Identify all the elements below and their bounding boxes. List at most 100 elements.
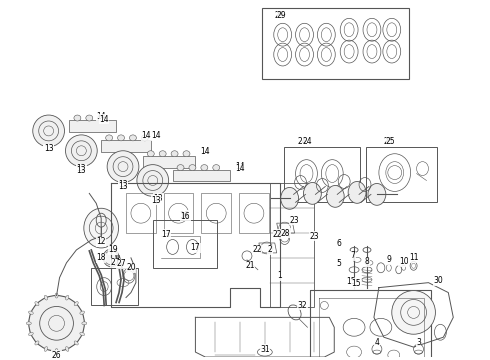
Ellipse shape <box>28 311 33 314</box>
Text: 3: 3 <box>416 338 421 347</box>
Text: 21: 21 <box>245 261 255 270</box>
Ellipse shape <box>55 293 58 298</box>
Text: 22: 22 <box>273 230 282 239</box>
Ellipse shape <box>82 322 87 325</box>
Text: 14: 14 <box>99 114 109 123</box>
Text: 13: 13 <box>118 180 128 189</box>
Ellipse shape <box>26 322 31 325</box>
Text: 26: 26 <box>52 351 61 360</box>
Text: 14: 14 <box>141 131 150 140</box>
Text: 14: 14 <box>200 147 210 156</box>
Ellipse shape <box>171 151 178 157</box>
Ellipse shape <box>147 151 154 157</box>
Circle shape <box>392 291 436 334</box>
Text: 18: 18 <box>97 253 106 262</box>
Circle shape <box>137 165 169 196</box>
Text: 16: 16 <box>180 211 189 220</box>
Text: 16: 16 <box>181 212 190 221</box>
Bar <box>239 193 269 233</box>
Bar <box>164 193 194 233</box>
Ellipse shape <box>28 332 33 336</box>
Ellipse shape <box>74 115 81 121</box>
Circle shape <box>107 151 139 183</box>
Text: 14: 14 <box>151 131 161 140</box>
Text: 24: 24 <box>298 137 307 146</box>
Bar <box>70 120 116 132</box>
Text: 13: 13 <box>118 182 128 191</box>
Text: 19: 19 <box>108 246 118 255</box>
Text: 13: 13 <box>76 166 86 175</box>
Ellipse shape <box>141 135 148 141</box>
Ellipse shape <box>55 348 58 354</box>
Circle shape <box>33 115 65 147</box>
Text: 2: 2 <box>268 246 272 255</box>
Bar <box>366 147 438 202</box>
Text: 13: 13 <box>44 144 53 153</box>
Ellipse shape <box>98 115 105 121</box>
Ellipse shape <box>44 347 48 351</box>
Text: 23: 23 <box>290 216 299 225</box>
Text: 7: 7 <box>351 251 356 260</box>
Bar <box>262 8 409 79</box>
Ellipse shape <box>348 181 366 203</box>
Ellipse shape <box>66 347 69 351</box>
Ellipse shape <box>84 208 119 248</box>
Text: 13: 13 <box>44 144 53 153</box>
Ellipse shape <box>281 188 298 209</box>
Text: 25: 25 <box>384 137 393 146</box>
Ellipse shape <box>183 151 190 157</box>
Text: 31: 31 <box>260 345 270 354</box>
Ellipse shape <box>303 183 321 204</box>
Text: 13: 13 <box>76 164 86 173</box>
Text: 14: 14 <box>97 112 106 121</box>
Ellipse shape <box>103 249 119 267</box>
Bar <box>101 140 151 152</box>
Text: 27: 27 <box>110 258 120 267</box>
Text: 15: 15 <box>351 279 361 288</box>
Text: 27: 27 <box>116 259 126 268</box>
Ellipse shape <box>86 115 93 121</box>
Ellipse shape <box>44 295 48 300</box>
Text: 4: 4 <box>374 338 379 347</box>
Text: 32: 32 <box>298 301 307 310</box>
Ellipse shape <box>35 341 39 345</box>
Ellipse shape <box>129 135 136 141</box>
Text: 10: 10 <box>399 257 409 266</box>
Ellipse shape <box>201 165 208 171</box>
Text: 20: 20 <box>126 263 136 272</box>
Text: 13: 13 <box>151 196 161 205</box>
Ellipse shape <box>66 295 69 300</box>
Ellipse shape <box>213 165 220 171</box>
Ellipse shape <box>80 332 85 336</box>
Ellipse shape <box>106 135 113 141</box>
Text: 11: 11 <box>409 253 418 262</box>
Circle shape <box>29 296 84 351</box>
Ellipse shape <box>159 151 166 157</box>
Text: 9: 9 <box>387 255 391 264</box>
Text: 24: 24 <box>303 137 312 146</box>
Text: 23: 23 <box>310 231 319 240</box>
Bar <box>153 220 217 268</box>
Text: 12: 12 <box>97 238 106 247</box>
Text: 14: 14 <box>235 162 245 171</box>
Text: 5: 5 <box>337 259 342 268</box>
Bar <box>126 193 156 233</box>
Text: 29: 29 <box>275 12 285 21</box>
Bar <box>284 147 360 202</box>
Ellipse shape <box>74 302 78 306</box>
Bar <box>201 193 231 233</box>
Circle shape <box>66 135 97 167</box>
Ellipse shape <box>80 311 85 314</box>
Bar <box>270 184 315 307</box>
Ellipse shape <box>35 302 39 306</box>
Text: 8: 8 <box>365 257 369 266</box>
Text: 17: 17 <box>191 243 200 252</box>
Text: 25: 25 <box>386 137 395 146</box>
Text: 28: 28 <box>281 229 291 238</box>
Text: 17: 17 <box>161 230 171 239</box>
Text: 30: 30 <box>434 276 443 285</box>
Text: 22: 22 <box>252 246 262 255</box>
Text: 29: 29 <box>277 12 287 21</box>
Bar <box>143 156 196 168</box>
Text: 14: 14 <box>200 147 210 156</box>
